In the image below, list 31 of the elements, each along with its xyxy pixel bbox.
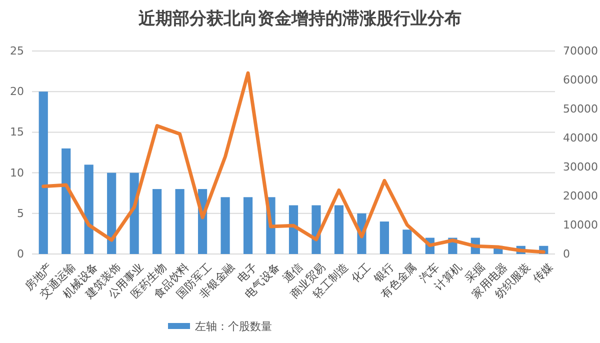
y-tick-label: 20: [10, 85, 24, 98]
y2-tick-label: 0: [563, 248, 570, 261]
bar: [288, 205, 298, 254]
line-series: [42, 71, 546, 254]
y2-tick-label: 30000: [563, 160, 598, 174]
bar: [152, 189, 162, 254]
y2-tick-label: 50000: [563, 102, 598, 116]
bar: [175, 189, 184, 254]
bar: [402, 230, 412, 254]
y-tick-label: 5: [17, 206, 24, 220]
y2-tick-label: 10000: [563, 218, 598, 232]
bar: [62, 148, 71, 254]
x-tick-label: 传媒: [530, 260, 556, 286]
bar: [84, 164, 94, 254]
y-tick-label: 25: [10, 44, 24, 58]
y-tick-label: 15: [10, 126, 24, 139]
legend-label: 左轴：个股数量: [195, 320, 272, 333]
x-tick-label: 化工: [348, 260, 374, 286]
chart-title: 近期部分获北向资金增持的滞涨股行业分布: [138, 9, 462, 29]
bar: [334, 205, 344, 254]
y2-tick-label: 60000: [563, 74, 598, 87]
y2-tick-label: 70000: [563, 44, 598, 58]
y-tick-label: 0: [17, 248, 24, 261]
y2-tick-label: 20000: [563, 190, 598, 203]
bar: [220, 197, 230, 254]
bar: [380, 222, 390, 254]
bar: [38, 92, 48, 254]
y-tick-label: 10: [10, 166, 24, 180]
y2-tick-label: 40000: [563, 132, 598, 145]
bar: [243, 197, 253, 254]
bar: [107, 172, 116, 254]
